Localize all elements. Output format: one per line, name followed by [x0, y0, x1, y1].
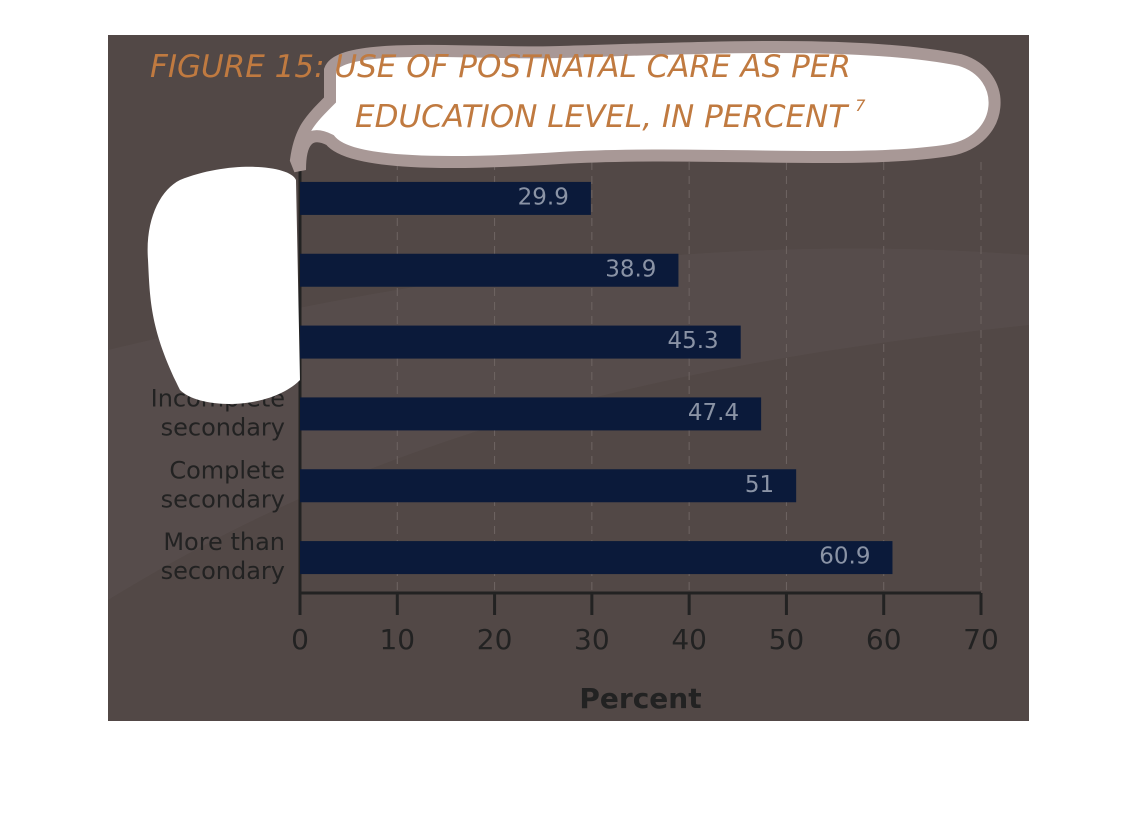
x-axis-title: Percent [579, 682, 701, 715]
bar [300, 181, 591, 215]
x-tick-label: 50 [769, 623, 805, 656]
bar [300, 325, 741, 359]
y-tick-label: More than secondary [161, 528, 285, 585]
x-tick-label: 70 [963, 623, 999, 656]
bar [300, 541, 893, 575]
x-tick-label: 0 [291, 623, 309, 656]
value-label: 51 [745, 472, 774, 498]
x-tick-label: 60 [866, 623, 902, 656]
bar [300, 469, 797, 503]
chart-title: FIGURE 15: USE OF POSTNATAL CARE AS PER E… [150, 49, 866, 135]
bar [300, 253, 679, 287]
value-label: 47.4 [688, 400, 739, 426]
title-note: 7 [855, 96, 866, 115]
overlay-blob [289, 41, 1001, 173]
x-tick-label: 20 [477, 623, 513, 656]
y-tick-label: Complete secondary [161, 456, 285, 513]
value-label: 60.9 [819, 544, 870, 570]
value-label: 29.9 [518, 184, 569, 210]
bar [300, 397, 762, 431]
overlay-blob [147, 166, 300, 404]
value-label: 45.3 [667, 328, 718, 354]
x-tick-label: 10 [379, 623, 415, 656]
value-label: 38.9 [605, 256, 656, 282]
x-tick-label: 30 [574, 623, 610, 656]
x-tick-label: 40 [671, 623, 707, 656]
